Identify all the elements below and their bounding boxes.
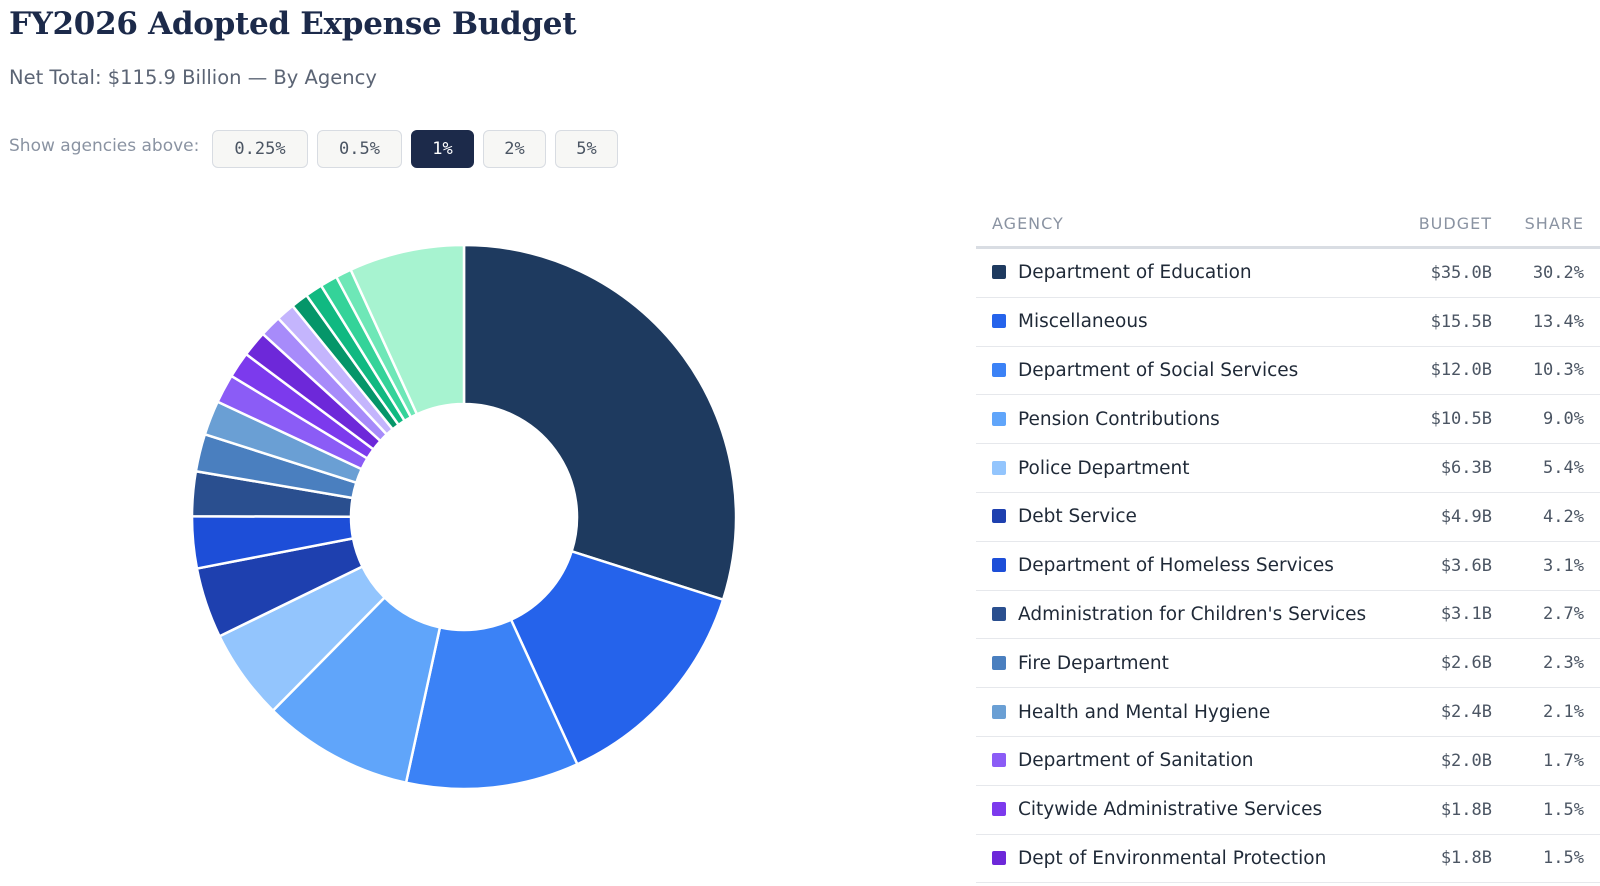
threshold-button-0-25[interactable]: 0.25%	[212, 130, 308, 168]
table-row[interactable]: Health and Mental Hygiene $2.4B 2.1%	[976, 687, 1600, 737]
agency-cell: Pension Contributions	[976, 394, 1396, 445]
share-cell: 2.1%	[1492, 687, 1600, 737]
table-row[interactable]: Pension Contributions $10.5B 9.0%	[976, 394, 1600, 445]
table-row[interactable]: Debt Service $4.9B 4.2%	[976, 492, 1600, 542]
donut-slice-1[interactable]	[509, 550, 725, 766]
agency-cell: Police Department	[976, 443, 1396, 493]
budget-cell: $3.1B	[1396, 590, 1492, 640]
threshold-filter-label: Show agencies above:	[9, 136, 200, 156]
table-row[interactable]: Police Department $6.3B 5.4%	[976, 443, 1600, 493]
table-row[interactable]: Department of Sanitation $2.0B 1.7%	[976, 736, 1600, 786]
share-cell: 2.3%	[1492, 638, 1600, 689]
table-header-row: AGENCY BUDGET SHARE	[976, 200, 1600, 249]
budget-cell: $2.6B	[1396, 638, 1492, 689]
budget-cell: $1.8B	[1396, 785, 1492, 835]
color-swatch	[992, 362, 1006, 377]
share-cell: 2.7%	[1492, 590, 1600, 640]
threshold-button-1[interactable]: 1%	[411, 130, 474, 168]
table-row[interactable]: Administration for Children's Services $3…	[976, 590, 1600, 640]
agency-cell: Miscellaneous	[976, 297, 1396, 347]
budget-cell: $3.6B	[1396, 541, 1492, 591]
budget-cell: $2.0B	[1396, 736, 1492, 786]
donut-chart	[190, 243, 738, 791]
agency-cell: Health and Mental Hygiene	[976, 687, 1396, 737]
color-swatch	[992, 753, 1006, 768]
color-swatch	[992, 314, 1006, 329]
budget-cell: $15.5B	[1396, 297, 1492, 347]
table-row[interactable]: Dept of Environmental Protection $1.8B 1.5…	[976, 834, 1600, 884]
agency-name: Police Department	[1018, 457, 1190, 479]
agency-name: Administration for Children's Services	[1018, 603, 1367, 625]
budget-cell: $6.3B	[1396, 443, 1492, 493]
budget-cell: $10.5B	[1396, 394, 1492, 445]
share-cell: 1.5%	[1492, 834, 1600, 884]
agency-name: Department of Social Services	[1018, 359, 1299, 381]
page-subtitle: Net Total: $115.9 Billion — By Agency	[9, 66, 377, 89]
page-title: FY2026 Adopted Expense Budget	[9, 6, 577, 42]
share-cell: 1.7%	[1492, 736, 1600, 786]
agency-cell: Dept of Environmental Protection	[976, 834, 1396, 884]
donut-slice-0[interactable]	[462, 243, 738, 601]
share-cell: 13.4%	[1492, 297, 1600, 347]
table-row[interactable]: Department of Social Services $12.0B 10.3%	[976, 346, 1600, 396]
agency-cell: Debt Service	[976, 492, 1396, 542]
agency-name: Department of Homeless Services	[1018, 555, 1334, 577]
color-swatch	[992, 850, 1006, 865]
budget-cell: $1.8B	[1396, 834, 1492, 884]
agency-cell: Citywide Administrative Services	[976, 785, 1396, 835]
color-swatch	[992, 704, 1006, 719]
share-cell: 9.0%	[1492, 394, 1600, 445]
agency-table-container: AGENCY BUDGET SHARE Department of Educat…	[976, 200, 1600, 884]
budget-cell: $4.9B	[1396, 492, 1492, 542]
threshold-button-2[interactable]: 2%	[483, 130, 546, 168]
agency-cell: Department of Sanitation	[976, 736, 1396, 786]
table-row[interactable]: Citywide Administrative Services $1.8B 1.5…	[976, 785, 1600, 835]
agency-name: Miscellaneous	[1018, 311, 1148, 333]
color-swatch	[992, 411, 1006, 426]
color-swatch	[992, 802, 1006, 817]
donut-slice-19[interactable]	[349, 243, 466, 416]
agency-cell: Department of Education	[976, 247, 1396, 298]
share-cell: 10.3%	[1492, 346, 1600, 396]
share-cell: 4.2%	[1492, 492, 1600, 542]
agency-name: Dept of Environmental Protection	[1018, 847, 1327, 869]
color-swatch	[992, 460, 1006, 475]
color-swatch	[992, 606, 1006, 621]
agency-cell: Fire Department	[976, 638, 1396, 689]
threshold-button-5[interactable]: 5%	[555, 130, 618, 168]
budget-column-header: BUDGET	[1396, 200, 1492, 249]
share-cell: 1.5%	[1492, 785, 1600, 835]
table-row[interactable]: Department of Homeless Services $3.6B 3.1%	[976, 541, 1600, 591]
table-row[interactable]: Department of Education $35.0B 30.2%	[976, 247, 1600, 298]
agency-cell: Department of Social Services	[976, 346, 1396, 396]
agency-cell: Department of Homeless Services	[976, 541, 1396, 591]
share-cell: 3.1%	[1492, 541, 1600, 591]
color-swatch	[992, 265, 1006, 280]
share-column-header: SHARE	[1492, 200, 1600, 249]
budget-cell: $35.0B	[1396, 247, 1492, 298]
budget-cell: $12.0B	[1396, 346, 1492, 396]
agency-name: Pension Contributions	[1018, 408, 1220, 430]
agency-name: Fire Department	[1018, 652, 1169, 674]
agency-column-header: AGENCY	[976, 200, 1396, 249]
budget-cell: $2.4B	[1396, 687, 1492, 737]
agency-name: Health and Mental Hygiene	[1018, 701, 1271, 723]
share-cell: 5.4%	[1492, 443, 1600, 493]
agency-name: Department of Sanitation	[1018, 750, 1254, 772]
color-swatch	[992, 509, 1006, 524]
color-swatch	[992, 558, 1006, 573]
agency-cell: Administration for Children's Services	[976, 590, 1396, 640]
share-cell: 30.2%	[1492, 247, 1600, 298]
color-swatch	[992, 655, 1006, 670]
table-row[interactable]: Miscellaneous $15.5B 13.4%	[976, 297, 1600, 347]
agency-table: AGENCY BUDGET SHARE Department of Educat…	[976, 200, 1600, 884]
agency-name: Debt Service	[1018, 506, 1137, 528]
agency-name: Citywide Administrative Services	[1018, 799, 1323, 821]
table-row[interactable]: Fire Department $2.6B 2.3%	[976, 638, 1600, 689]
agency-name: Department of Education	[1018, 262, 1252, 284]
threshold-button-0-5[interactable]: 0.5%	[317, 130, 402, 168]
